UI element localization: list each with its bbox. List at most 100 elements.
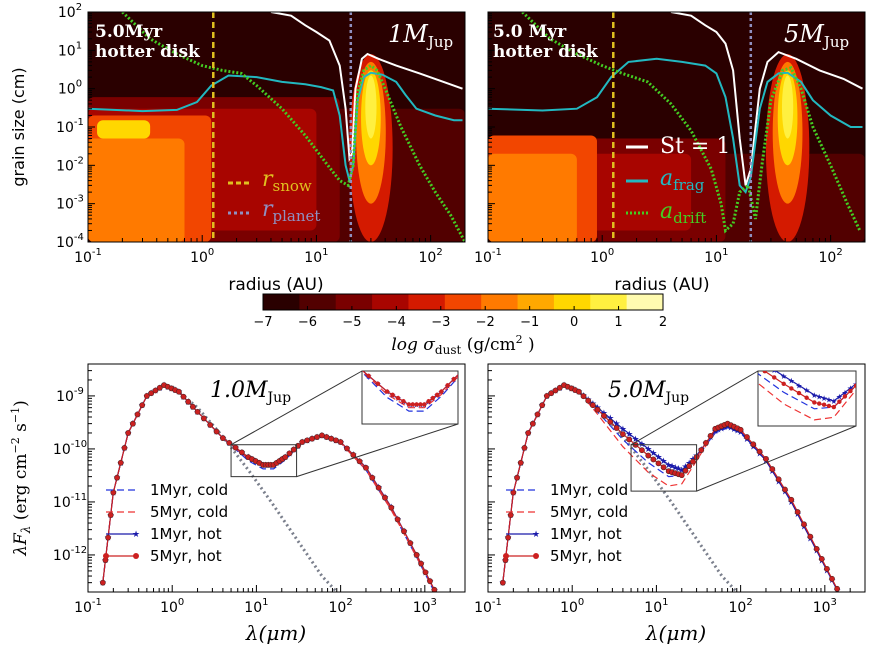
colorbar-tick-label: −7 [253, 315, 272, 330]
series-point [678, 472, 685, 479]
series-point [794, 509, 801, 515]
colorbar-cell [444, 294, 482, 310]
series-point [226, 439, 233, 446]
sed-legend: 1Myr, cold 5Myr, cold ★ 1Myr, hot 5Myr, hot [103, 481, 228, 565]
series-point: ★ [668, 462, 676, 472]
x-tick-label: 103 [813, 597, 837, 616]
legend-label: 5Myr, hot [150, 547, 222, 565]
y-tick-label: 10-11 [53, 492, 87, 511]
inset-point [796, 390, 802, 396]
a-drift-curve [121, 12, 465, 242]
series-point [382, 494, 388, 501]
colorbar-tick-label: −2 [476, 315, 495, 330]
colorbar-cell [263, 294, 300, 310]
colorbar-cell [481, 294, 519, 310]
inset-point [789, 386, 794, 391]
series-point [356, 458, 363, 465]
series-point [514, 474, 520, 481]
inset-point: ★ [795, 381, 802, 390]
y-tick-label: 10-2 [56, 155, 84, 174]
series-point: ★ [681, 462, 689, 472]
sed-legend: 1Myr, cold 5Myr, cold ★ 1Myr, hot 5Myr, hot [503, 481, 628, 565]
series-point [129, 420, 136, 427]
colorbar-cell [553, 294, 591, 310]
series-point [744, 434, 750, 440]
series-point [180, 393, 187, 400]
series-point [394, 516, 401, 523]
series-point [99, 579, 106, 586]
series-point [788, 496, 795, 503]
series-point [801, 521, 807, 528]
series-point [521, 444, 528, 451]
series-point [818, 555, 825, 562]
series-point: ★ [654, 453, 662, 463]
inset-point: ★ [852, 380, 859, 389]
legend-marker: ★ [532, 530, 540, 540]
series-point [707, 432, 714, 439]
series-point: ★ [737, 428, 745, 438]
inset-point: ★ [811, 391, 818, 400]
x-axis-label: λ(μm) [645, 621, 706, 645]
inset-series-line [758, 372, 856, 410]
series-point [105, 534, 111, 541]
series-point: ★ [749, 442, 757, 452]
y-axis-label: λFλ (erg cm−2 s−1) [9, 400, 33, 557]
colorbar-cell [517, 294, 555, 310]
series-point [510, 489, 517, 496]
mass-label: 5MJup [784, 20, 849, 51]
series-point [823, 565, 830, 572]
series-point: ★ [787, 498, 795, 508]
zoom-region-box [230, 444, 298, 478]
axes-frame [487, 363, 866, 593]
x-tick-label: 102 [729, 597, 753, 616]
x-axis-label: radius (AU) [614, 275, 709, 295]
inset-point: ★ [847, 384, 854, 393]
series-point [698, 447, 705, 453]
legend-label: 5Myr, cold [550, 503, 628, 521]
snow-legend-label: rsnow [262, 167, 312, 195]
series-point [152, 387, 159, 394]
inset-point: ★ [771, 366, 778, 375]
axes-frame [87, 363, 466, 593]
series-point [594, 406, 601, 413]
legend-label: 1Myr, hot [150, 525, 222, 543]
inset-point [406, 402, 412, 407]
series-point [185, 398, 192, 405]
series-point [782, 486, 788, 493]
inset-point: ★ [780, 372, 787, 381]
series-point: ★ [632, 435, 640, 445]
inset-point [375, 381, 381, 386]
inset-point: ★ [830, 397, 837, 406]
st1-legend-label: St = 1 [660, 134, 730, 159]
inset-point [410, 402, 415, 407]
x-axis: 10-1 100 101 102 103 [74, 363, 466, 616]
inset-series-line [362, 371, 458, 412]
series-point [110, 489, 117, 496]
series-point: ★ [756, 449, 764, 459]
colorbar-cell [626, 294, 664, 310]
series-point [369, 474, 376, 481]
colorbar-cell [408, 294, 446, 310]
series-point: ★ [671, 463, 679, 473]
series-point [613, 425, 620, 431]
series-point [703, 440, 709, 446]
series-point: ★ [711, 427, 719, 437]
zoom-region-box [630, 444, 698, 492]
density-ring-peak [365, 75, 377, 139]
inset-point [848, 388, 853, 394]
sed-panel-1mjup: ★★★★★★★★★★★★★★★★★★★★★★★★★★★★★★★★★★★★★★★★… [9, 363, 466, 645]
inset-point [384, 389, 390, 394]
legend-marker [133, 553, 139, 559]
inset-point [762, 371, 767, 374]
inset-point [439, 389, 444, 394]
series-point [114, 474, 120, 481]
colorbar-cell [590, 294, 628, 310]
series-point: ★ [720, 423, 728, 433]
inset-point [414, 402, 419, 407]
zoom-connector [630, 370, 759, 446]
series-point: ★ [674, 465, 682, 475]
series-point [232, 444, 239, 451]
x-tick-label: 103 [413, 597, 437, 616]
legend-marker: ★ [132, 530, 140, 540]
st1-curve [670, 12, 863, 186]
